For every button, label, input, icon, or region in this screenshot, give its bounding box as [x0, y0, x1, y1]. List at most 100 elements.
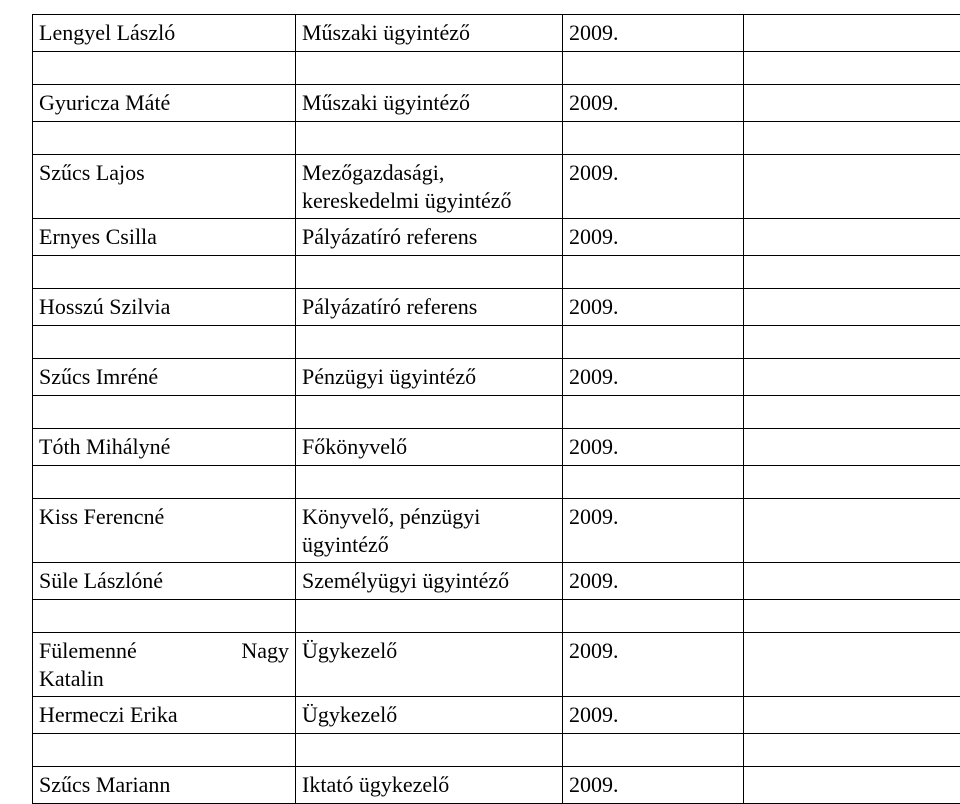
blank-row [33, 466, 960, 499]
role-cell: Pályázatíró referens [296, 289, 563, 326]
year-cell [563, 396, 744, 429]
role-cell: Mezőgazdasági, kereskedelmi ügyintéző [296, 155, 563, 219]
role-cell [296, 466, 563, 499]
empty-cell [744, 429, 960, 466]
year-cell [563, 256, 744, 289]
name-cell [33, 52, 296, 85]
year-cell: 2009. [563, 429, 744, 466]
year-cell: 2009. [563, 85, 744, 122]
staff-table: Lengyel LászlóMűszaki ügyintéző2009.Gyur… [32, 14, 960, 804]
role-cell [296, 256, 563, 289]
name-part: Nagy [241, 637, 289, 665]
table-row: Lengyel LászlóMűszaki ügyintéző2009. [33, 15, 960, 52]
name-cell [33, 734, 296, 767]
name-cell: Lengyel László [33, 15, 296, 52]
role-cell: Pénzügyi ügyintéző [296, 359, 563, 396]
blank-row [33, 122, 960, 155]
name-cell: Hermeczi Erika [33, 697, 296, 734]
year-cell: 2009. [563, 697, 744, 734]
role-cell: Könyvelő, pénzügyi ügyintéző [296, 499, 563, 563]
year-cell [563, 52, 744, 85]
table-row: Süle LászlónéSzemélyügyi ügyintéző2009. [33, 563, 960, 600]
name-cell [33, 600, 296, 633]
staff-table-body: Lengyel LászlóMűszaki ügyintéző2009.Gyur… [33, 15, 960, 804]
empty-cell [744, 219, 960, 256]
name-cell [33, 326, 296, 359]
blank-row [33, 600, 960, 633]
table-row: Fülemenné NagyKatalinÜgykezelő2009. [33, 633, 960, 697]
name-cell [33, 396, 296, 429]
role-cell: Személyügyi ügyintéző [296, 563, 563, 600]
blank-row [33, 326, 960, 359]
empty-cell [744, 15, 960, 52]
role-cell: Műszaki ügyintéző [296, 15, 563, 52]
role-cell: Műszaki ügyintéző [296, 85, 563, 122]
table-row: Szűcs LajosMezőgazdasági, kereskedelmi ü… [33, 155, 960, 219]
table-row: Kiss FerencnéKönyvelő, pénzügyi ügyintéz… [33, 499, 960, 563]
table-row: Hosszú SzilviaPályázatíró referens2009. [33, 289, 960, 326]
empty-cell [744, 326, 960, 359]
name-cell [33, 466, 296, 499]
empty-cell [744, 359, 960, 396]
name-cell: Szűcs Lajos [33, 155, 296, 219]
table-row: Tóth MihálynéFőkönyvelő2009. [33, 429, 960, 466]
year-cell: 2009. [563, 563, 744, 600]
empty-cell [744, 697, 960, 734]
year-cell: 2009. [563, 219, 744, 256]
role-cell [296, 122, 563, 155]
year-cell [563, 600, 744, 633]
role-cell [296, 396, 563, 429]
name-cell: Ernyes Csilla [33, 219, 296, 256]
name-cell: Gyuricza Máté [33, 85, 296, 122]
blank-row [33, 256, 960, 289]
name-cell: Süle Lászlóné [33, 563, 296, 600]
name-part: Katalin [39, 665, 289, 693]
role-cell [296, 52, 563, 85]
name-cell: Szűcs Imréné [33, 359, 296, 396]
empty-cell [744, 155, 960, 219]
name-cell [33, 122, 296, 155]
empty-cell [744, 600, 960, 633]
role-cell: Ügykezelő [296, 633, 563, 697]
year-cell [563, 122, 744, 155]
empty-cell [744, 466, 960, 499]
role-cell: Pályázatíró referens [296, 219, 563, 256]
name-cell: Tóth Mihályné [33, 429, 296, 466]
name-cell: Fülemenné NagyKatalin [33, 633, 296, 697]
empty-cell [744, 767, 960, 804]
empty-cell [744, 734, 960, 767]
empty-cell [744, 52, 960, 85]
empty-cell [744, 256, 960, 289]
empty-cell [744, 396, 960, 429]
name-part: Fülemenné [39, 637, 137, 665]
name-cell [33, 256, 296, 289]
year-cell [563, 326, 744, 359]
year-cell [563, 734, 744, 767]
blank-row [33, 52, 960, 85]
name-cell: Kiss Ferencné [33, 499, 296, 563]
role-cell [296, 734, 563, 767]
role-cell: Iktató ügykezelő [296, 767, 563, 804]
year-cell: 2009. [563, 359, 744, 396]
table-row: Hermeczi ErikaÜgykezelő2009. [33, 697, 960, 734]
year-cell: 2009. [563, 767, 744, 804]
name-cell: Szűcs Mariann [33, 767, 296, 804]
role-cell: Főkönyvelő [296, 429, 563, 466]
blank-row [33, 734, 960, 767]
table-row: Ernyes CsillaPályázatíró referens2009. [33, 219, 960, 256]
empty-cell [744, 122, 960, 155]
empty-cell [744, 85, 960, 122]
blank-row [33, 396, 960, 429]
table-row: Szűcs MariannIktató ügykezelő2009. [33, 767, 960, 804]
name-cell: Hosszú Szilvia [33, 289, 296, 326]
role-cell: Ügykezelő [296, 697, 563, 734]
year-cell: 2009. [563, 499, 744, 563]
empty-cell [744, 633, 960, 697]
role-cell [296, 326, 563, 359]
table-row: Szűcs ImrénéPénzügyi ügyintéző2009. [33, 359, 960, 396]
year-cell [563, 466, 744, 499]
document-page: Lengyel LászlóMűszaki ügyintéző2009.Gyur… [0, 0, 960, 659]
empty-cell [744, 289, 960, 326]
year-cell: 2009. [563, 633, 744, 697]
year-cell: 2009. [563, 15, 744, 52]
